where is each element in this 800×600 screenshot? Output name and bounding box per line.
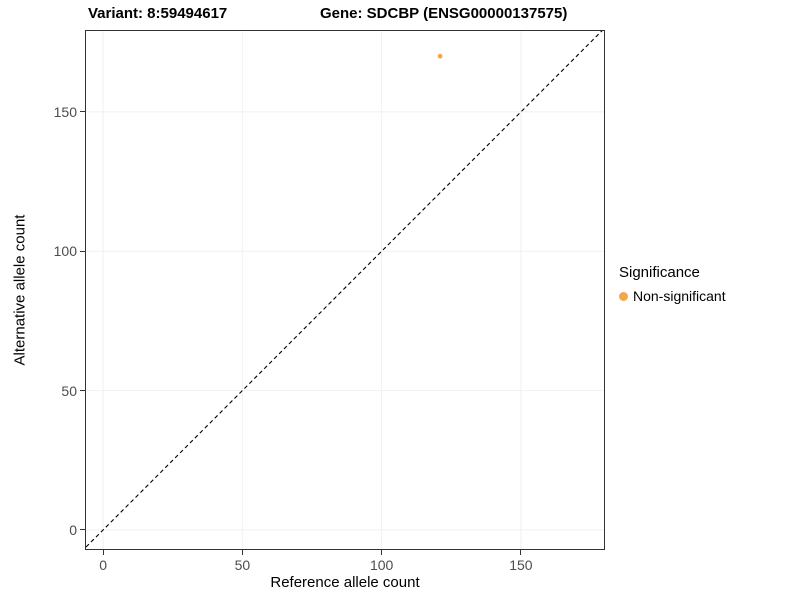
y-axis-title: Alternative allele count	[11, 214, 29, 366]
y-tick-mark	[80, 390, 85, 392]
x-axis-title: Reference allele count	[270, 574, 420, 591]
plot-title-variant: Variant: 8:59494617	[88, 5, 228, 22]
legend-entry-label: Non-significant	[633, 288, 726, 304]
x-tick-mark	[520, 550, 522, 555]
x-tick-label: 50	[234, 557, 251, 573]
legend-swatch	[619, 291, 628, 301]
y-tick-label: 150	[53, 103, 77, 120]
x-tick-mark	[102, 550, 104, 555]
y-tick-label: 0	[69, 521, 77, 538]
y-tick-mark	[80, 529, 85, 531]
panel-border	[85, 30, 605, 550]
y-tick-mark	[80, 111, 85, 113]
y-tick-mark	[80, 250, 85, 252]
legend-entry-non-significant: Non-significant	[619, 288, 726, 304]
plot-panel	[85, 30, 605, 550]
data-point	[437, 53, 443, 59]
y-tick-label: 100	[53, 243, 77, 260]
x-tick-mark	[381, 550, 383, 555]
identity-line	[85, 30, 604, 549]
legend-title: Significance	[619, 264, 700, 281]
plot-title-gene: Gene: SDCBP (ENSG00000137575)	[320, 5, 568, 22]
y-tick-label: 50	[61, 382, 77, 399]
x-tick-label: 150	[509, 557, 533, 573]
x-tick-label: 100	[369, 557, 394, 573]
scatter-plot-svg	[85, 30, 605, 550]
legend: Significance Non-significant	[619, 264, 726, 304]
x-tick-label: 0	[99, 557, 107, 573]
x-tick-mark	[241, 550, 243, 555]
